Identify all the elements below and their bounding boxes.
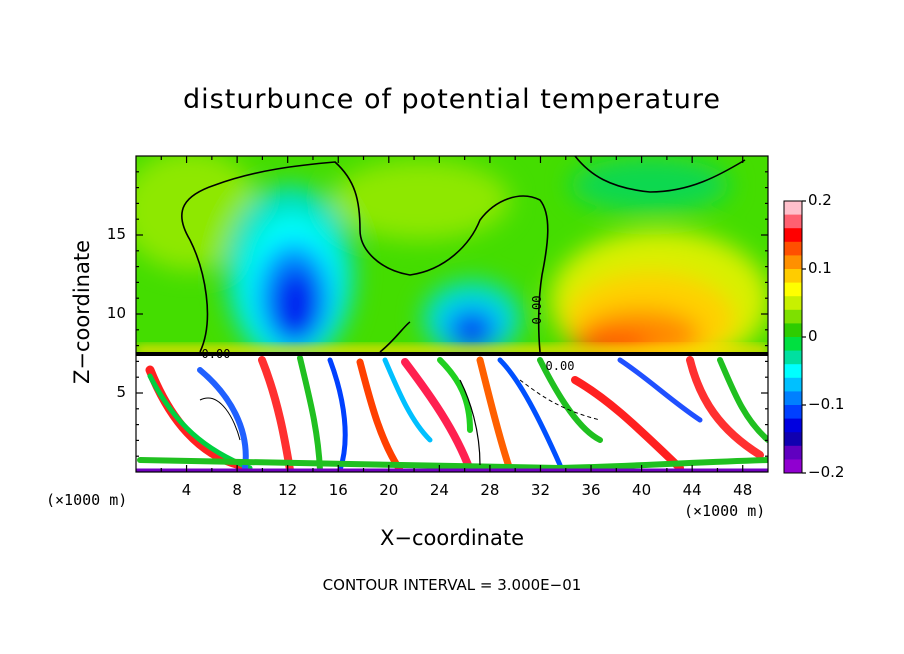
colorbar-swatch [784,323,802,338]
colorbar-tick-label: 0.1 [808,259,832,277]
colorbar-swatch [784,201,802,216]
colorbar-swatch [784,228,802,243]
contour-value-label: 0.00 [546,359,575,373]
x-tick-label: 36 [581,481,601,499]
x-unit-label-left: (×1000 m) [46,491,128,509]
colorbar-swatch [784,364,802,379]
x-tick-label: 28 [480,481,500,499]
colorbar-swatch [784,418,802,433]
colorbar-swatch [784,459,802,474]
x-tick-label: 4 [181,481,192,499]
y-tick-label: 5 [116,383,126,401]
colorbar-swatch [784,350,802,365]
x-tick-label: 40 [632,481,652,499]
y-tick-label: 15 [106,225,126,243]
colorbar-swatch [784,405,802,420]
colorbar-swatch [784,214,802,229]
colorbar-swatch [784,445,802,460]
colorbar-swatch [784,282,802,297]
x-tick-label: 8 [232,481,242,499]
x-ticks [160,156,744,472]
x-tick-label: 20 [379,481,399,499]
x-tick-label: 44 [682,481,702,499]
colorbar-swatch [784,255,802,270]
x-unit-label-right: (×1000 m) [684,502,766,520]
x-tick-label: 12 [278,481,298,499]
chart-title: disturbunce of potential temperature [183,84,721,115]
x-axis-label: X−coordinate [380,526,524,550]
colorbar-swatch [784,296,802,311]
colorbar-tick-label: −0.2 [808,463,845,481]
y-tick-label: 10 [106,304,126,322]
colorbar-swatch [784,269,802,284]
contour-interval-note: CONTOUR INTERVAL = 3.000E−01 [322,576,582,594]
colorbar-swatch [784,309,802,324]
colorbar-tick-label: 0.2 [808,191,832,209]
colorbar-swatch [784,377,802,392]
y-ticks [136,171,768,457]
colorbar-tick-label: 0 [808,327,818,345]
x-tick-label: 32 [530,481,551,499]
contour-value-label: 0.00 [202,347,231,361]
colorbar [783,200,806,474]
colorbar-swatch [784,241,802,256]
colorbar-swatch [784,391,802,406]
x-tick-label: 24 [429,481,449,499]
colorbar-tick-label: −0.1 [808,395,845,413]
contour-value-label: 0.00 [530,296,544,325]
x-tick-label: 48 [733,481,753,499]
colorbar-swatch [784,432,802,447]
lower-streaks [136,355,768,472]
x-tick-label: 16 [328,481,348,499]
colorbar-swatch [784,337,802,352]
contour-labels: 0.00 0.00 0.00 [202,296,575,373]
plot-field [136,156,768,472]
contours [180,156,746,466]
